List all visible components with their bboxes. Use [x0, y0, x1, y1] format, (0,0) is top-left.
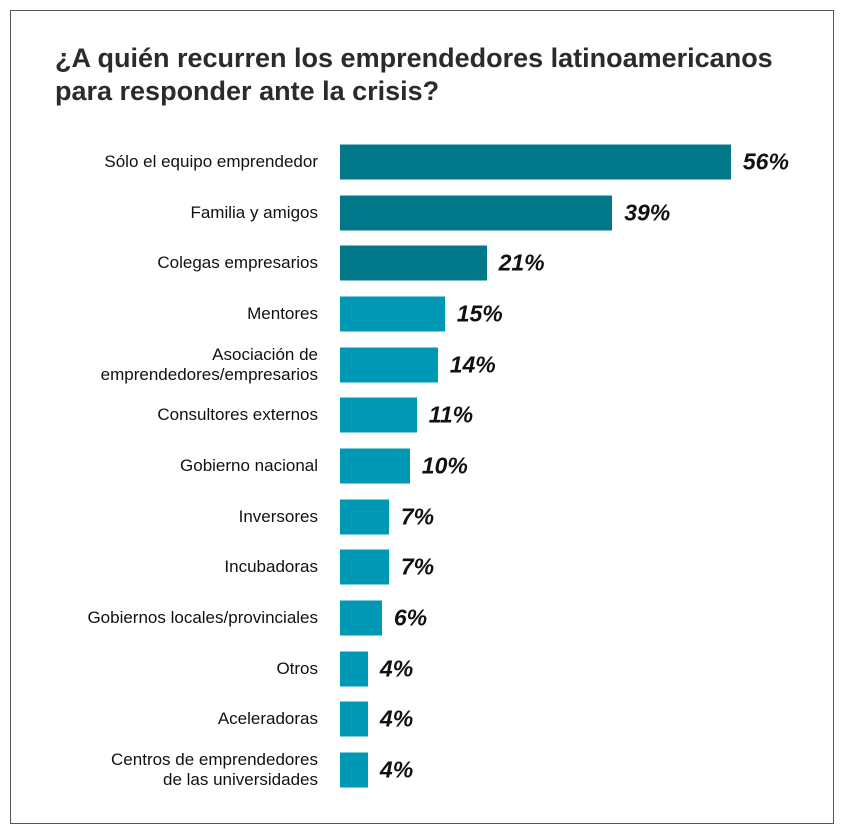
- value-label: 14%: [449, 351, 496, 378]
- category-label: Familia y amigos: [190, 202, 318, 222]
- value-label: 4%: [379, 705, 414, 732]
- category-label: Consultores externos: [157, 405, 318, 425]
- category-label: Asociación de emprendedores/empresarios: [100, 344, 318, 384]
- value-label: 15%: [456, 300, 503, 327]
- value-label: 39%: [624, 199, 671, 226]
- bar: [340, 448, 410, 484]
- bar: [340, 600, 382, 636]
- bar: [340, 701, 368, 737]
- chart-title: ¿A quién recurren los emprendedores lati…: [55, 43, 773, 106]
- bar: [340, 397, 417, 433]
- value-label: 11%: [428, 401, 474, 428]
- bar: [340, 752, 368, 788]
- value-label: 21%: [498, 249, 545, 276]
- chart-frame: [10, 10, 834, 824]
- value-label: 7%: [400, 503, 435, 530]
- bar: [340, 144, 731, 180]
- value-label: 7%: [400, 553, 435, 580]
- bar: [340, 549, 389, 585]
- category-label: Colegas empresarios: [157, 253, 318, 273]
- category-label: Centros de emprendedores de las universi…: [111, 749, 318, 789]
- value-label: 6%: [393, 604, 428, 631]
- value-label: 4%: [379, 655, 414, 681]
- category-label: Aceleradoras: [217, 709, 318, 729]
- bar: [340, 347, 438, 383]
- bar: [340, 499, 389, 535]
- category-label: Inversores: [238, 506, 318, 526]
- value-label: 56%: [742, 148, 789, 175]
- category-label: Mentores: [247, 303, 318, 323]
- category-label: Incubadoras: [224, 557, 318, 577]
- value-label: 10%: [421, 452, 468, 479]
- category-label: Sólo el equipo emprendedor: [104, 152, 318, 171]
- category-label: Otros: [276, 658, 318, 678]
- bar: [340, 651, 368, 686]
- category-label: Gobiernos locales/provinciales: [87, 607, 318, 627]
- bar: [340, 195, 613, 231]
- bar: [340, 245, 487, 281]
- category-label: Gobierno nacional: [180, 455, 318, 475]
- value-label: 4%: [379, 756, 414, 783]
- bar: [340, 296, 445, 332]
